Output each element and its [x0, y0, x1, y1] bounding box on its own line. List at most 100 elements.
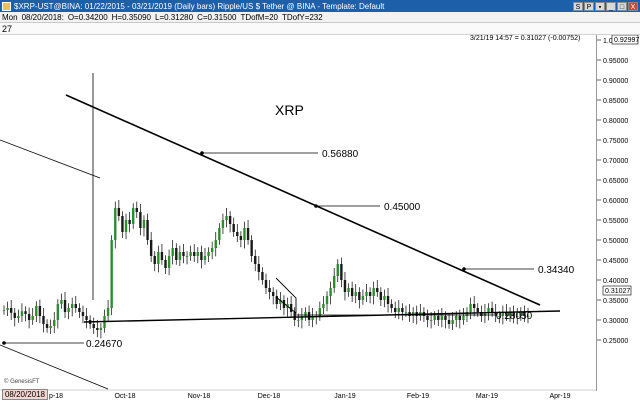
candle-body — [121, 216, 124, 232]
candle-body — [397, 308, 400, 312]
candle-body — [447, 320, 451, 324]
annotation-label-4: 0.24670 — [86, 339, 123, 350]
candle-body — [243, 228, 246, 240]
candle-body — [149, 240, 153, 256]
candle-body — [81, 312, 85, 316]
x-tick-label: Dec-18 — [258, 393, 281, 400]
candle-body — [24, 311, 27, 314]
candle-body — [268, 288, 271, 292]
candle-body — [153, 256, 156, 264]
copyright-label: © GenesisFT — [4, 379, 40, 385]
candle-body — [444, 316, 447, 320]
candle-body — [322, 304, 325, 308]
candle-body — [117, 208, 121, 216]
link-button[interactable]: ▪ — [595, 1, 605, 11]
candle-body — [139, 212, 142, 228]
price-chart[interactable]: 0.56880 0.45000 0.34340 0.28050 0.24670 … — [0, 35, 640, 413]
candle-body — [189, 252, 192, 256]
candle-body — [501, 312, 505, 316]
annotation-label-2: 0.34340 — [538, 265, 575, 276]
candle-body — [469, 304, 472, 312]
y-tick-label: 0.35000 — [603, 298, 628, 305]
candle-body — [78, 308, 81, 312]
candle-body — [390, 304, 393, 308]
window-icon — [2, 1, 11, 11]
candle-body — [271, 292, 275, 296]
y-tick-label: 0.75000 — [603, 138, 628, 145]
candle-body — [264, 280, 268, 288]
annotation-dot-4 — [2, 341, 6, 345]
candle-body — [329, 288, 332, 296]
candle-body — [20, 311, 24, 316]
candle-body — [365, 292, 368, 296]
candle-body — [505, 312, 508, 316]
y-tick-label: 0.25000 — [603, 338, 628, 345]
candle-body — [13, 312, 16, 318]
candle-body — [9, 308, 13, 313]
candle-body — [27, 314, 31, 320]
info-low: L=0.31280 — [155, 12, 194, 22]
candle-body — [225, 216, 228, 220]
candle-body — [325, 296, 329, 304]
candle-body — [228, 216, 232, 224]
info-day: Mon — [2, 12, 18, 22]
y-tick-label: 0.90000 — [603, 78, 628, 85]
y-tick-label: 0.80000 — [603, 118, 628, 125]
top-price-label: 0.92997 — [614, 37, 639, 44]
candle-body — [429, 320, 433, 321]
candles-layer — [2, 73, 530, 339]
price-axis-panel[interactable] — [596, 35, 640, 391]
candle-body — [394, 308, 397, 312]
candle-body — [164, 260, 167, 268]
trendlines-layer — [0, 94, 561, 390]
candle-body — [70, 304, 74, 308]
candle-body — [178, 252, 182, 260]
candle-body — [480, 312, 483, 316]
candle-body — [462, 316, 465, 320]
candle-body — [175, 248, 178, 260]
candle-body — [124, 220, 128, 232]
candle-body — [254, 256, 257, 264]
candle-body — [340, 264, 343, 280]
price-readout: 3/21/19 14:57 = 0.31027 (-0.00752) — [470, 35, 580, 42]
info-open: O=0.34200 — [67, 12, 108, 22]
candle-body — [512, 312, 515, 316]
minimize-button[interactable]: _ — [606, 1, 616, 11]
x-tick-label: p-18 — [49, 393, 63, 400]
p-button[interactable]: P — [584, 1, 594, 11]
candle-body — [490, 308, 494, 312]
candle-body — [171, 248, 174, 256]
candle-body — [63, 300, 67, 312]
maximize-button[interactable]: □ — [617, 1, 627, 11]
candle-body — [207, 252, 210, 256]
ohlc-infobar: Mon 08/20/2018: O=0.34200 H=0.35090 L=0.… — [0, 12, 640, 23]
s-button[interactable]: S — [573, 1, 583, 11]
candle-body — [214, 240, 217, 248]
candle-body — [516, 316, 519, 317]
date-cursor-box[interactable]: 08/20/2018 — [2, 389, 48, 400]
interval-field[interactable]: 27 — [2, 24, 13, 34]
candle-body — [110, 240, 113, 308]
close-button[interactable]: X — [628, 1, 638, 11]
candle-body — [257, 264, 261, 272]
candle-body — [297, 320, 300, 321]
candle-body — [458, 316, 462, 320]
candle-body — [379, 292, 383, 300]
candle-body — [157, 252, 160, 264]
y-axis: 1.000000.950000.900000.850000.800000.750… — [597, 38, 628, 345]
candle-body — [508, 312, 512, 316]
info-date: 08/20/2018: — [21, 12, 64, 22]
candle-body — [275, 296, 278, 304]
candle-body — [232, 224, 235, 232]
candle-body — [279, 300, 282, 304]
candle-body — [99, 328, 103, 330]
y-tick-label: 0.45000 — [603, 258, 628, 265]
annotation-layer: 0.56880 0.45000 0.34340 0.28050 0.24670 … — [2, 102, 575, 350]
candle-body — [336, 264, 339, 276]
candle-body — [350, 288, 354, 296]
chart-title: XRP — [275, 102, 304, 118]
candle-body — [304, 312, 307, 316]
y-tick-label: 0.30000 — [603, 318, 628, 325]
x-tick-label: Apr-19 — [549, 393, 570, 400]
candle-body — [472, 304, 476, 308]
